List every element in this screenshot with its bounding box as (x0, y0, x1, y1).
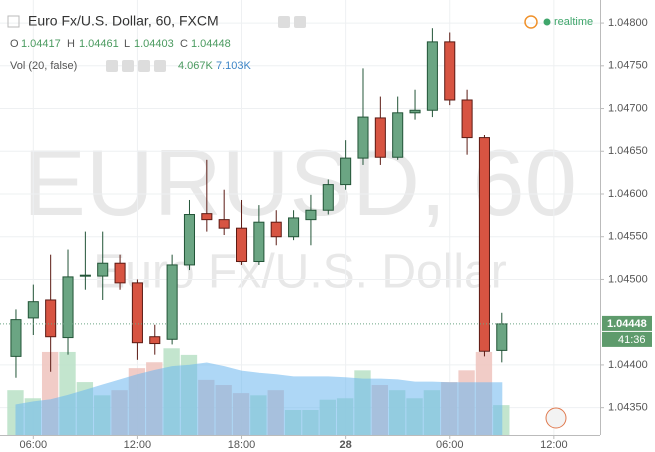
candle-body (10, 319, 22, 357)
y-tick-label: 1.04650 (608, 145, 648, 157)
candle-body (444, 41, 456, 101)
candle-body (461, 99, 473, 139)
flag-icon[interactable] (545, 407, 567, 429)
volume-pane (7, 348, 510, 436)
x-tick-label: 06:00 (20, 439, 48, 451)
candle-body (27, 301, 39, 319)
clock-icon (524, 15, 538, 29)
candle-body (322, 184, 334, 211)
y-tick-label: 1.04350 (608, 402, 648, 414)
candle-body (270, 221, 282, 238)
countdown-label: 41:36 (618, 334, 646, 346)
hide-icon[interactable] (294, 16, 306, 28)
y-tick-label: 1.04700 (608, 102, 648, 114)
status-text: realtime (554, 16, 593, 28)
candle-body (496, 323, 508, 351)
candle-body (131, 282, 143, 344)
x-tick-label: 06:00 (436, 439, 464, 451)
candle-body (45, 299, 57, 338)
collapse-toggle[interactable] (7, 15, 20, 28)
candle-body (114, 262, 126, 284)
legend: Euro Fx/U.S. Dollar, 60, FXCM realtime O… (7, 13, 593, 429)
candles (0, 28, 600, 378)
chart-title: Euro Fx/U.S. Dollar, 60, FXCM (28, 13, 219, 29)
close-label: C (180, 38, 188, 50)
candle-body (218, 219, 230, 229)
watermark-symbol: EURUSD, 60 (23, 130, 577, 235)
volume-icon[interactable] (122, 60, 134, 72)
candle-body (201, 213, 213, 221)
x-tick-label: 12:00 (124, 439, 152, 451)
x-tick-label: 12:00 (540, 439, 568, 451)
low-label: L (124, 38, 130, 50)
candle-body (235, 227, 248, 263)
candle-body (253, 221, 265, 263)
candle-body (149, 336, 161, 345)
open-value: 1.04417 (21, 38, 61, 50)
x-tick-label: 18:00 (228, 439, 256, 451)
y-tick-label: 1.04550 (608, 231, 648, 243)
close-value: 1.04448 (191, 38, 231, 50)
candle-body (305, 209, 317, 221)
low-value: 1.04403 (134, 38, 174, 50)
candle-body (79, 274, 91, 277)
y-tick-label: 1.04500 (608, 273, 648, 285)
candle-body (409, 109, 421, 114)
candle-body (288, 217, 300, 238)
volume-ma-area (15, 362, 503, 436)
open-label: O (10, 38, 19, 50)
last-price-tag (602, 315, 652, 331)
last-price-label: 1.04448 (607, 318, 647, 330)
watermark-description: Euro Fx/U.S. Dollar (93, 246, 506, 299)
candle-body (374, 117, 386, 158)
settings-icon[interactable] (278, 16, 290, 28)
candle-body (340, 157, 352, 186)
candle-body (62, 276, 74, 339)
candle-body (183, 214, 196, 266)
x-tick-label: 28 (340, 439, 352, 451)
high-value: 1.04461 (79, 38, 119, 50)
candle-body (392, 112, 404, 158)
candle-body (426, 41, 438, 111)
candle-body (97, 262, 109, 277)
candle-body (478, 137, 490, 352)
volume-value: 4.067K (178, 60, 214, 72)
candle-body (166, 264, 178, 340)
volume-icon[interactable] (106, 60, 118, 72)
y-tick-label: 1.04750 (608, 60, 648, 72)
status-dot (543, 18, 551, 26)
y-tick-label: 1.04800 (608, 17, 648, 29)
high-label: H (67, 38, 75, 50)
countdown-tag (602, 331, 652, 347)
y-tick-label: 1.04400 (608, 359, 648, 371)
volume-icon[interactable] (138, 60, 150, 72)
volume-ma-value: 7.103K (216, 60, 252, 72)
y-tick-label: 1.04600 (608, 188, 648, 200)
volume-icon[interactable] (154, 60, 166, 72)
candle-body (357, 116, 369, 159)
volume-title: Vol (20, false) (10, 60, 77, 72)
